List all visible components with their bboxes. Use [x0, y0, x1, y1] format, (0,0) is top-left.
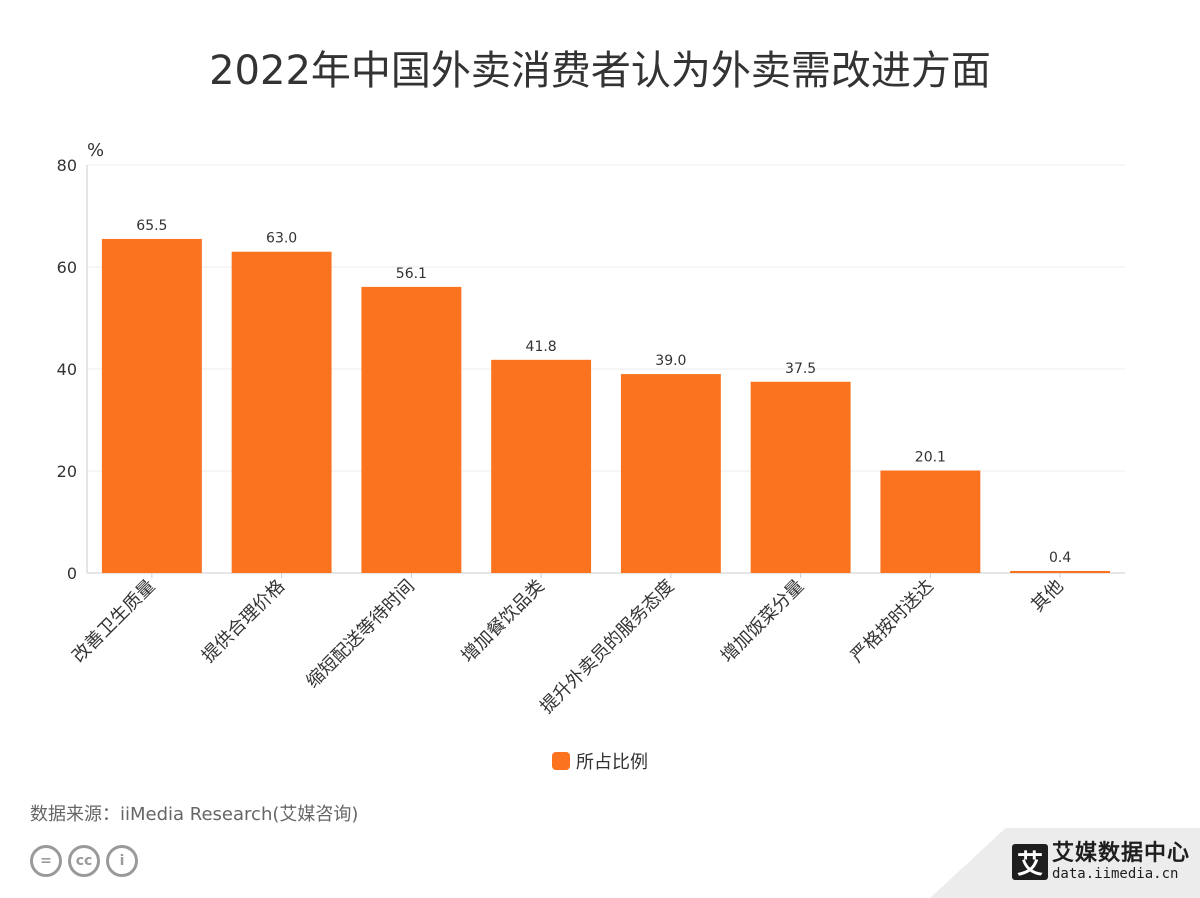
legend-label: 所占比例: [576, 752, 648, 773]
legend-swatch: [552, 752, 570, 770]
y-tick-label: 20: [57, 462, 77, 481]
equals-icon: =: [30, 845, 62, 877]
bar[interactable]: [361, 286, 462, 573]
x-tick-label: 改善卫生质量: [68, 576, 159, 667]
bar[interactable]: [750, 381, 851, 573]
person-icon: i: [106, 845, 138, 877]
data-labels: 65.5 63.0 56.1 41.8 39.0 37.5 20.1 0.4: [136, 218, 1071, 566]
data-label: 20.1: [915, 449, 946, 465]
brand-logo-icon: 艾: [1012, 844, 1048, 880]
data-label: 37.5: [785, 361, 816, 377]
data-label: 63.0: [266, 231, 297, 247]
bar[interactable]: [491, 359, 592, 573]
legend[interactable]: 所占比例: [0, 748, 1200, 774]
bars: [101, 238, 1111, 573]
brand-name: 艾媒数据中心: [1052, 841, 1191, 866]
brand-url: data.iimedia.cn: [1052, 866, 1179, 882]
data-label: 65.5: [136, 218, 167, 234]
y-tick-label: 60: [57, 258, 77, 277]
y-axis-unit: %: [87, 140, 104, 161]
bar[interactable]: [1010, 570, 1111, 573]
chart-title: 2022年中国外卖消费者认为外卖需改进方面: [209, 48, 991, 94]
license-icons: = cc i: [30, 845, 138, 877]
bar[interactable]: [880, 470, 981, 573]
y-tick-label: 40: [57, 360, 77, 379]
data-label: 56.1: [396, 266, 427, 282]
x-tick-label: 其他: [1027, 576, 1067, 616]
cc-icon: cc: [68, 845, 100, 877]
y-tick-label: 0: [67, 564, 77, 583]
x-tick-label: 提升外卖员的服务态度: [536, 576, 678, 718]
source-note: 数据来源：iiMedia Research(艾媒咨询): [30, 804, 359, 825]
brand: 艾 艾媒数据中心 data.iimedia.cn: [1012, 842, 1190, 882]
x-tick-label: 增加餐饮品类: [457, 576, 548, 667]
bar[interactable]: [231, 251, 332, 573]
data-label: 0.4: [1049, 550, 1071, 566]
x-tick-label: 严格按时送达: [847, 576, 938, 667]
data-label: 39.0: [655, 353, 686, 369]
x-tick-label: 提供合理价格: [198, 576, 289, 667]
bar-chart: 0 20 40 60 80% 65.5 63.0 56.1 41.8 39.0 37.5 20.1 0…: [57, 140, 1125, 718]
x-tick-label: 缩短配送等待时间: [302, 576, 419, 693]
y-tick-label: 80: [57, 156, 77, 175]
data-label: 41.8: [526, 339, 557, 355]
bar[interactable]: [101, 238, 202, 573]
bar[interactable]: [620, 374, 721, 573]
x-tick-label: 增加饭菜分量: [717, 576, 808, 667]
